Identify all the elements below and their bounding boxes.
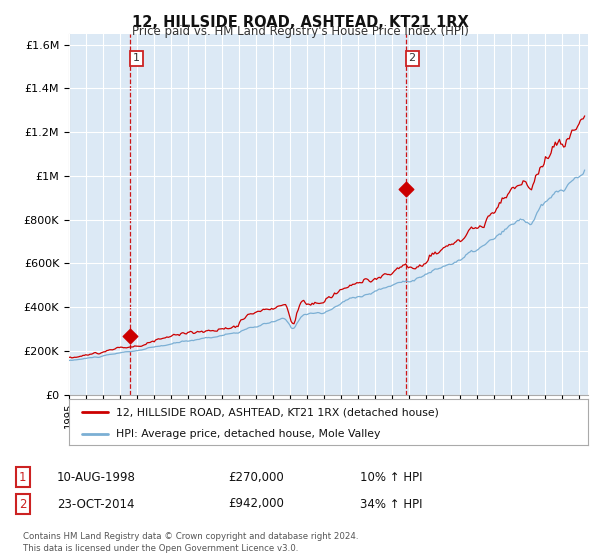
Text: 1: 1 [19, 470, 26, 484]
Text: 10-AUG-1998: 10-AUG-1998 [57, 470, 136, 484]
Text: £942,000: £942,000 [228, 497, 284, 511]
Text: 12, HILLSIDE ROAD, ASHTEAD, KT21 1RX (detached house): 12, HILLSIDE ROAD, ASHTEAD, KT21 1RX (de… [116, 407, 439, 417]
Text: 2: 2 [19, 497, 26, 511]
Text: 23-OCT-2014: 23-OCT-2014 [57, 497, 134, 511]
Text: 34% ↑ HPI: 34% ↑ HPI [360, 497, 422, 511]
Text: 2: 2 [409, 53, 416, 63]
Point [401, 184, 411, 193]
Text: 10% ↑ HPI: 10% ↑ HPI [360, 470, 422, 484]
Text: 1: 1 [133, 53, 140, 63]
Text: Contains HM Land Registry data © Crown copyright and database right 2024.
This d: Contains HM Land Registry data © Crown c… [23, 532, 358, 553]
Text: Price paid vs. HM Land Registry's House Price Index (HPI): Price paid vs. HM Land Registry's House … [131, 25, 469, 38]
Point [125, 331, 135, 340]
Text: £270,000: £270,000 [228, 470, 284, 484]
Text: HPI: Average price, detached house, Mole Valley: HPI: Average price, detached house, Mole… [116, 429, 380, 438]
Text: 12, HILLSIDE ROAD, ASHTEAD, KT21 1RX: 12, HILLSIDE ROAD, ASHTEAD, KT21 1RX [131, 15, 469, 30]
